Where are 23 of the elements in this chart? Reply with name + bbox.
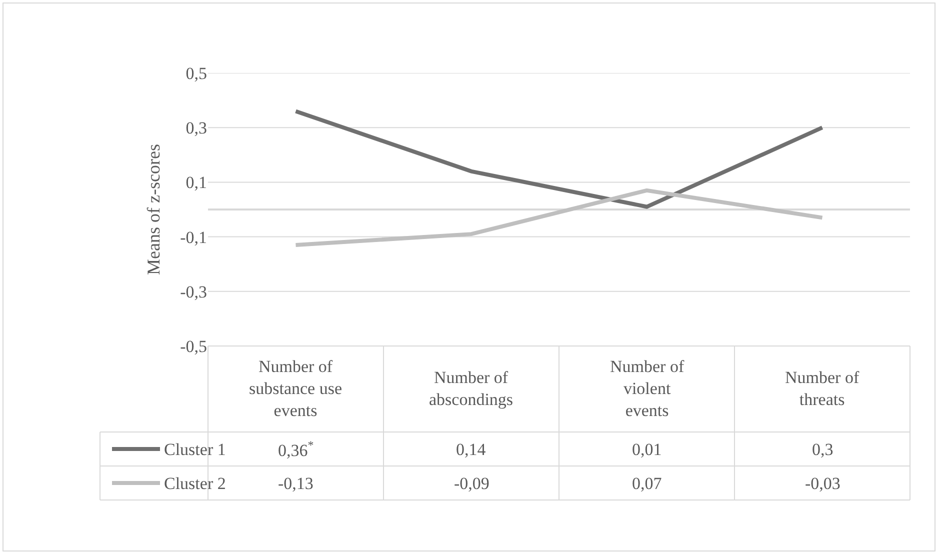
x-tick-label: Number of threats [785,368,860,410]
data-label: 0,14 [456,440,486,459]
data-label: 0,3 [812,440,834,459]
data-label: -0,03 [805,474,840,493]
data-label: 0,07 [632,474,662,493]
y-tick-label: -0,3 [180,282,207,302]
y-axis-title: Means of z-scores [143,144,164,275]
x-tick-label: Number of abscondings [429,368,514,410]
y-tick-label: 0,1 [186,173,207,192]
data-label: 0,01 [632,440,662,459]
y-tick-label: -0,1 [180,228,207,247]
x-tick-label: Number of violent events [610,357,684,420]
legend-label: Cluster 1 [164,440,226,459]
y-tick-label: 0,5 [186,64,207,83]
line-series [294,188,824,247]
x-tick-label: Number of substance use events [249,357,342,420]
y-tick-label: -0,5 [180,336,207,356]
data-label: 0,36$^{*}$ [278,438,314,460]
legend-label: Cluster 2 [164,474,226,493]
y-tick-label: 0,3 [186,118,207,138]
data-label: -0,13 [278,474,314,493]
line-series [294,109,824,209]
data-label: -0,09 [454,474,490,493]
